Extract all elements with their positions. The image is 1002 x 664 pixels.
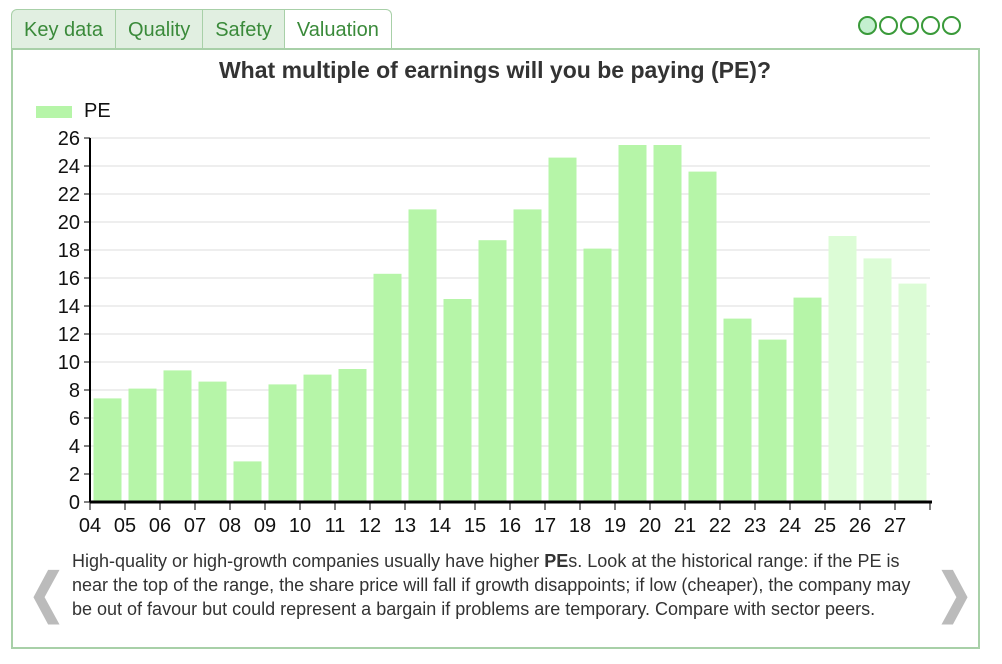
x-tick-label: 21 (674, 515, 696, 537)
x-tick-label: 20 (639, 515, 661, 537)
x-tick-label: 04 (79, 515, 101, 537)
bar-27 (898, 283, 927, 502)
bar-11 (338, 369, 367, 502)
pager-dot-2[interactable] (879, 16, 898, 35)
bar-23 (758, 339, 787, 502)
x-tick-label: 26 (849, 515, 871, 537)
y-tick-label: 12 (58, 324, 80, 346)
x-tick-label: 07 (184, 515, 206, 537)
x-tick-label: 13 (394, 515, 416, 537)
bar-18 (583, 248, 612, 502)
bar-08 (233, 461, 262, 502)
tab-key-data[interactable]: Key data (11, 9, 116, 48)
bar-24 (793, 297, 822, 502)
x-tick-label: 19 (604, 515, 626, 537)
bar-19 (618, 145, 647, 502)
legend-label: PE (84, 100, 111, 122)
chevron-left-icon[interactable]: ❮ (28, 564, 65, 623)
bar-25 (828, 236, 857, 502)
pager-dot-4[interactable] (921, 16, 940, 35)
y-tick-label: 26 (58, 128, 80, 150)
bar-17 (548, 157, 577, 502)
x-tick-label: 09 (254, 515, 276, 537)
bar-16 (513, 209, 542, 502)
pager-dot-1[interactable] (858, 16, 877, 35)
legend: PE (36, 100, 111, 123)
pager-dots (858, 16, 961, 35)
y-tick-label: 4 (69, 436, 80, 458)
chart-title: What multiple of earnings will you be pa… (218, 57, 772, 83)
bar-05 (128, 388, 157, 502)
tab-quality[interactable]: Quality (114, 9, 204, 48)
x-tick-label: 05 (114, 515, 136, 537)
bar-22 (723, 318, 752, 502)
x-tick-label: 16 (499, 515, 521, 537)
description-text: High-quality or high-growth companies us… (72, 551, 545, 571)
tab-bar: Key data Quality Safety Valuation (11, 9, 392, 50)
y-tick-label: 14 (58, 296, 80, 318)
pager-dot-3[interactable] (900, 16, 919, 35)
x-tick-label: 11 (325, 515, 346, 537)
bar-06 (163, 370, 192, 502)
x-tick-label: 27 (884, 515, 906, 537)
content-panel (11, 48, 980, 649)
y-tick-label: 24 (58, 156, 80, 178)
x-tick-label: 14 (429, 515, 451, 537)
bar-14 (443, 299, 472, 502)
x-tick-label: 24 (779, 515, 801, 537)
x-tick-label: 23 (744, 515, 766, 537)
y-tick-label: 0 (69, 492, 80, 514)
x-tick-label: 06 (149, 515, 171, 537)
description: High-quality or high-growth companies us… (72, 549, 922, 621)
y-tick-label: 18 (58, 240, 80, 262)
chevron-right-icon[interactable]: ❯ (936, 564, 973, 623)
legend-swatch (36, 105, 72, 118)
tab-safety[interactable]: Safety (202, 9, 285, 48)
description-text-rest: s. Look at the historical range: if the … (72, 551, 911, 619)
pager-dot-5[interactable] (942, 16, 961, 35)
x-tick-label: 17 (534, 515, 556, 537)
x-tick-label: 08 (219, 515, 241, 537)
tab-valuation[interactable]: Valuation (283, 9, 392, 50)
y-tick-label: 16 (58, 268, 80, 290)
bar-15 (478, 240, 507, 502)
bar-10 (303, 374, 332, 502)
y-tick-label: 6 (69, 408, 80, 430)
description-bold: PE (544, 551, 569, 571)
bar-26 (863, 258, 892, 502)
x-tick-label: 10 (289, 515, 311, 537)
x-tick-label: 25 (814, 515, 836, 537)
bar-21 (688, 171, 717, 502)
y-tick-label: 2 (69, 464, 80, 486)
bar-09 (268, 384, 297, 502)
bar-20 (653, 145, 682, 502)
x-tick-label: 15 (464, 515, 486, 537)
bar-12 (373, 273, 402, 502)
bar-07 (198, 381, 227, 502)
y-tick-label: 20 (58, 212, 80, 234)
x-tick-label: 18 (569, 515, 591, 537)
bar-13 (408, 209, 437, 502)
x-tick-label: 12 (359, 515, 381, 537)
x-tick-label: 22 (709, 515, 731, 537)
bar-04 (93, 398, 122, 502)
y-tick-label: 22 (58, 184, 80, 206)
y-tick-label: 8 (69, 380, 80, 402)
y-tick-label: 10 (58, 352, 80, 374)
